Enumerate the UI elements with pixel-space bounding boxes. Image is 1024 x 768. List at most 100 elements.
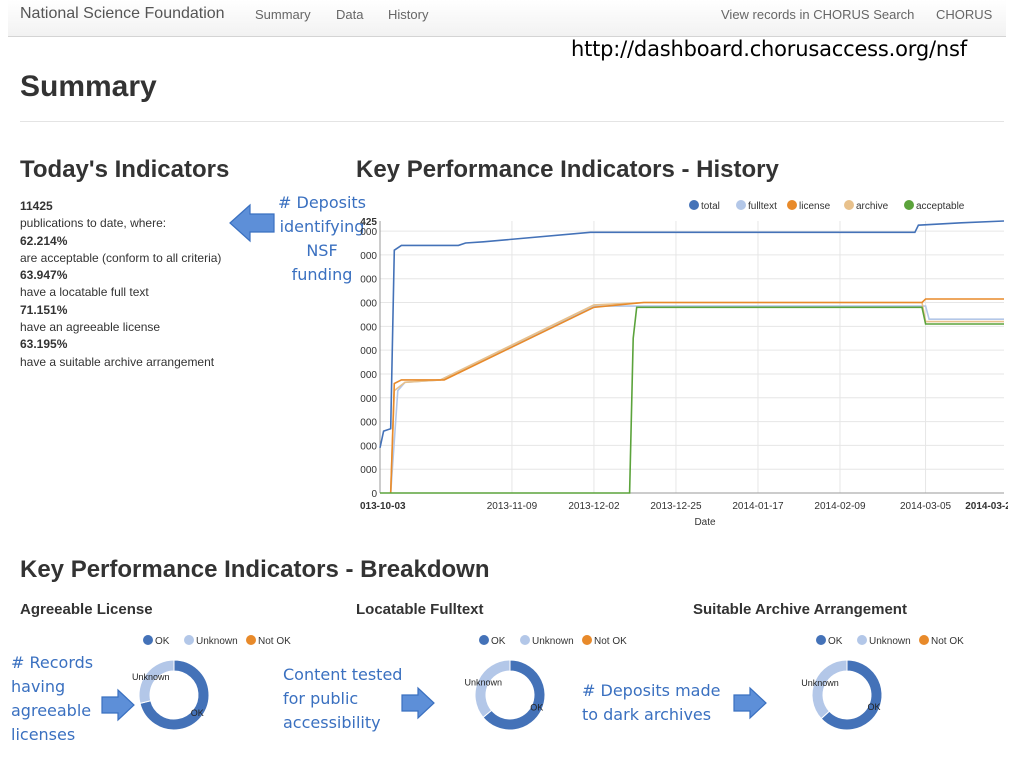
legend-label: OK [491,636,506,647]
legend-label: Unknown [869,636,911,647]
brand-link[interactable]: National Science Foundation [20,5,225,22]
indicator-text: are acceptable (conform to all criteria) [20,250,222,265]
page-title: Summary [20,70,157,103]
donut-slice-ok [820,659,883,731]
right-arrow-icon [401,686,435,720]
right-arrow-icon [101,688,135,722]
slice-label: Unknown [801,678,839,688]
slice-label: Unknown [132,672,170,682]
legend-label: Unknown [532,636,574,647]
callout-line: agreeable [11,701,92,720]
callout-line: having [11,677,66,696]
indicator-text: have an agreeable license [20,320,161,335]
legend-marker [184,635,194,645]
series-line-total [379,220,1005,448]
legend-label: license [799,201,831,212]
donut-title-fulltext: Locatable Fulltext [356,601,484,618]
series-line-license [389,298,1004,494]
y-tick-label: 3,000 [360,418,377,429]
nav-history[interactable]: History [388,7,429,22]
slice-label: Unknown [465,677,503,687]
legend-marker [904,200,914,210]
callout-line: Content tested [283,665,403,684]
legend-marker [919,635,929,645]
y-tick-label: 1,000 [360,465,377,476]
indicator-text: have a suitable archive arrangement [20,354,215,369]
legend-label: Unknown [196,636,238,647]
license-donut-chart: OK Unknown Not OK OK Unknown [132,635,291,731]
callout-line: funding [291,265,353,284]
slice-label: OK [530,703,543,713]
left-arrow-icon [229,203,275,243]
donut-title-archive: Suitable Archive Arrangement [693,601,907,618]
fulltext-donut-chart: OK Unknown Not OK OK Unknown [465,635,627,731]
callout-line: # Records [11,653,94,672]
callout-records-license: # Records having agreeable licenses [11,651,93,747]
nav-summary[interactable]: Summary [255,7,311,22]
x-tick-label: 2013-12-25 [650,501,702,512]
history-line-chart: 0 1,000 2,000 3,000 4,000 5,000 6,000 7,000 8,00… [360,200,1008,528]
indicator-value: 63.947% [20,268,68,283]
breakdown-title: Key Performance Indicators - Breakdown [20,556,490,583]
donut-slice-ok [139,659,210,731]
y-tick-label: 5,000 [360,370,377,381]
divider [20,121,1004,122]
legend-marker [736,200,746,210]
indicator-value: 62.214% [20,233,68,248]
callout-line: identifying [279,217,365,236]
top-navbar: National Science Foundation Summary Data… [8,0,1006,37]
x-tick-label: 2013-11-09 [487,501,538,512]
x-tick-label: 2013-12-02 [568,501,620,512]
legend-label: archive [856,201,889,212]
x-tick-label: 2014-01-17 [732,501,784,512]
x-axis-label: Date [694,517,716,528]
legend-marker [816,635,826,645]
history-title: Key Performance Indicators - History [356,156,779,183]
y-tick-label: 9,000 [360,275,377,286]
callout-deposits-nsf: # Deposits identifying NSF funding [276,191,368,287]
legend-label: total [701,201,720,212]
slice-label: OK [867,702,880,712]
todays-indicators-title: Today's Indicators [20,156,230,183]
donut-slice-ok [482,659,546,731]
legend-marker [143,635,153,645]
series-line-acceptable [380,306,1004,494]
callout-line: NSF [306,241,338,260]
y-tick-label: 6,000 [360,346,377,357]
x-tick-label: 2014-03-2 [965,501,1008,512]
x-tick-label: 2014-02-09 [814,501,866,512]
legend-marker [689,200,699,210]
y-tick-label: 11,000 [360,227,377,238]
legend-marker [787,200,797,210]
legend-label: OK [828,636,843,647]
y-tick-label: 4,000 [360,394,377,405]
legend-label: Not OK [258,636,291,647]
legend-label: Not OK [931,636,964,647]
legend-marker [479,635,489,645]
y-tick-label: 0 [371,489,377,500]
y-tick-label: 2,000 [360,441,377,452]
legend-label: acceptable [916,201,965,212]
callout-content-tested: Content tested for public accessibility [283,663,402,735]
callout-line: licenses [11,725,76,744]
donut-slice-unknown [811,659,848,720]
slice-label: OK [191,708,204,718]
nav-view-records[interactable]: View records in CHORUS Search [721,7,915,22]
indicator-value: 63.195% [20,337,68,352]
indicator-value: 71.151% [20,302,68,317]
legend-marker [857,635,867,645]
nav-data[interactable]: Data [336,7,364,22]
callout-line: # Deposits made [582,681,721,700]
donut-slice-unknown [138,659,175,704]
callout-line: for public [283,689,359,708]
legend-marker [520,635,530,645]
series-line-fulltext [389,305,1004,494]
legend-label: OK [155,636,170,647]
x-tick-label: 2013-10-03 [360,501,406,512]
indicator-text: publications to date, where: [20,216,167,231]
indicators-list: 11425 publications to date, where: 62.21… [20,198,280,371]
indicator-text: have a locatable full text [20,285,149,300]
nav-chorus[interactable]: CHORUS [936,7,993,22]
archive-donut-chart: OK Unknown Not OK OK Unknown [801,635,964,731]
callout-dark-archives: # Deposits made to dark archives [582,679,720,727]
